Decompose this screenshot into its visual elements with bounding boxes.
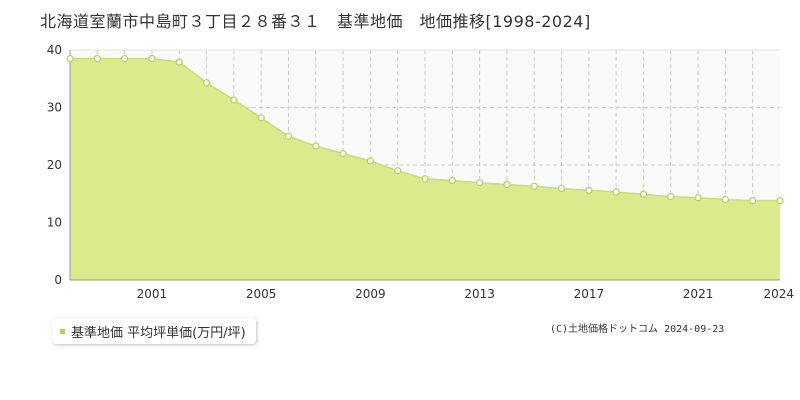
x-tick-label: 2005 (246, 287, 277, 301)
x-tick-label: 2024 (763, 287, 794, 301)
data-point (557, 184, 566, 193)
series-area (70, 58, 780, 280)
data-point (339, 149, 347, 158)
y-tick-label: 40 (47, 43, 62, 57)
source-credit: (C)土地価格ドットコム 2024-09-23 (550, 324, 725, 335)
y-tick-label: 20 (47, 158, 62, 172)
data-point (93, 55, 101, 63)
data-point (421, 175, 429, 183)
data-point (202, 79, 211, 87)
legend-swatch-icon (60, 328, 65, 334)
x-tick-label: 2009 (355, 287, 386, 301)
data-point (148, 55, 156, 63)
data-point (530, 182, 538, 190)
data-point (366, 157, 374, 165)
data-point (121, 55, 129, 63)
data-point (66, 55, 74, 63)
x-tick-label: 2013 (464, 287, 495, 301)
legend-label: 基準地価 平均坪単価(万円/坪) (71, 325, 246, 341)
data-point (284, 132, 293, 140)
legend[interactable]: 基準地価 平均坪単価(万円/坪) (52, 318, 256, 344)
data-point (667, 193, 675, 201)
data-point (749, 197, 757, 205)
data-point (312, 142, 320, 150)
data-point (230, 96, 238, 104)
data-point (476, 179, 484, 187)
data-point (448, 176, 456, 185)
data-point (175, 58, 183, 66)
x-tick-label: 2021 (683, 287, 714, 301)
data-point (503, 180, 511, 189)
x-tick-label: 2017 (574, 287, 605, 301)
data-point (639, 190, 648, 198)
data-point (694, 194, 702, 202)
data-point (257, 114, 265, 122)
y-tick-label: 30 (47, 101, 62, 115)
x-tick-label: 2001 (137, 287, 168, 301)
y-tick-label: 10 (47, 216, 62, 230)
data-point (612, 188, 620, 196)
y-tick-label: 0 (54, 273, 62, 287)
data-point (585, 186, 593, 194)
data-point (721, 195, 729, 204)
data-point (776, 197, 784, 205)
chart-title: 北海道室蘭市中島町３丁目２８番３１ 基準地価 地価推移[1998-2024] (40, 12, 591, 31)
data-point (394, 167, 402, 175)
